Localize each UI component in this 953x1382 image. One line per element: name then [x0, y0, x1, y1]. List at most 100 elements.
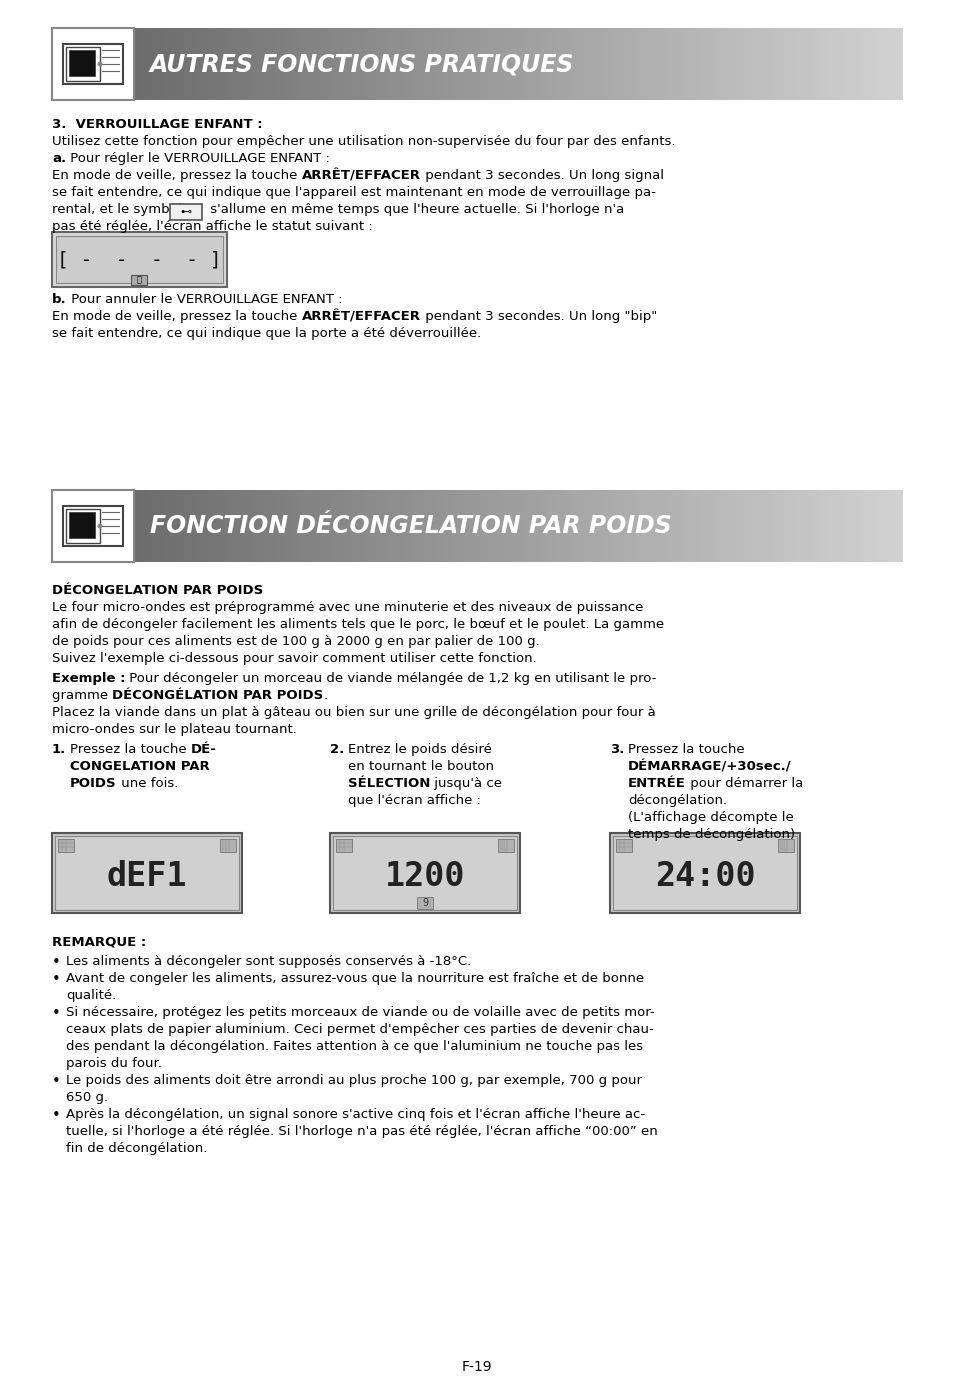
- Bar: [740, 28, 743, 100]
- Text: Pressez la touche: Pressez la touche: [70, 744, 191, 756]
- Bar: [479, 28, 482, 100]
- Bar: [471, 28, 475, 100]
- Bar: [337, 28, 341, 100]
- Bar: [629, 28, 633, 100]
- Bar: [330, 28, 333, 100]
- Bar: [442, 491, 446, 562]
- Bar: [267, 28, 271, 100]
- Bar: [482, 491, 485, 562]
- Bar: [273, 28, 276, 100]
- Bar: [553, 28, 557, 100]
- Bar: [216, 28, 219, 100]
- Text: Entrez le poids désiré: Entrez le poids désiré: [348, 744, 492, 756]
- Bar: [821, 491, 825, 562]
- Bar: [301, 28, 304, 100]
- Bar: [737, 28, 740, 100]
- Bar: [709, 491, 712, 562]
- Bar: [327, 491, 330, 562]
- Text: CONGELATION PAR: CONGELATION PAR: [70, 760, 210, 773]
- Bar: [423, 491, 426, 562]
- Bar: [445, 491, 449, 562]
- Bar: [117, 491, 120, 562]
- Bar: [179, 28, 183, 100]
- Bar: [517, 28, 519, 100]
- Bar: [143, 491, 146, 562]
- Bar: [876, 28, 879, 100]
- Bar: [590, 491, 593, 562]
- Bar: [255, 28, 259, 100]
- Bar: [156, 28, 160, 100]
- Bar: [380, 28, 384, 100]
- Bar: [153, 491, 157, 562]
- Bar: [346, 28, 350, 100]
- Bar: [774, 28, 777, 100]
- Bar: [638, 491, 641, 562]
- Bar: [578, 28, 581, 100]
- Bar: [593, 491, 596, 562]
- Bar: [768, 491, 771, 562]
- Bar: [465, 28, 469, 100]
- Bar: [253, 28, 256, 100]
- Bar: [448, 491, 452, 562]
- Bar: [213, 491, 216, 562]
- Bar: [807, 491, 811, 562]
- Bar: [836, 28, 840, 100]
- Bar: [768, 28, 771, 100]
- Bar: [488, 491, 491, 562]
- Bar: [270, 28, 274, 100]
- Text: se fait entendre, ce qui indique que l'appareil est maintenant en mode de verrou: se fait entendre, ce qui indique que l'a…: [52, 187, 656, 199]
- Bar: [340, 28, 344, 100]
- Text: temps de décongélation): temps de décongélation): [627, 828, 794, 842]
- Bar: [839, 28, 842, 100]
- Bar: [824, 28, 828, 100]
- Circle shape: [97, 62, 102, 66]
- Text: 3.  VERROUILLAGE ENFANT :: 3. VERROUILLAGE ENFANT :: [52, 117, 262, 131]
- Bar: [196, 28, 199, 100]
- Bar: [377, 28, 381, 100]
- Bar: [666, 28, 669, 100]
- Bar: [310, 491, 313, 562]
- Bar: [120, 28, 123, 100]
- Text: AUTRES FONCTIONS PRATIQUES: AUTRES FONCTIONS PRATIQUES: [150, 53, 574, 76]
- Bar: [819, 28, 822, 100]
- Bar: [377, 491, 381, 562]
- Bar: [494, 491, 497, 562]
- Bar: [675, 28, 678, 100]
- Bar: [91, 491, 95, 562]
- Bar: [850, 28, 854, 100]
- Bar: [241, 491, 245, 562]
- Bar: [596, 28, 598, 100]
- Bar: [669, 491, 672, 562]
- Bar: [561, 28, 565, 100]
- Text: Avant de congeler les aliments, assurez-vous que la nourriture est fraîche et de: Avant de congeler les aliments, assurez-…: [66, 972, 643, 985]
- Bar: [236, 491, 239, 562]
- Bar: [261, 491, 265, 562]
- Bar: [533, 28, 537, 100]
- Bar: [816, 491, 820, 562]
- Bar: [193, 491, 196, 562]
- Bar: [714, 28, 718, 100]
- Bar: [191, 491, 194, 562]
- Bar: [717, 491, 720, 562]
- Bar: [570, 28, 574, 100]
- Text: Placez la viande dans un plat à gâteau ou bien sur une grille de décongélation p: Placez la viande dans un plat à gâteau o…: [52, 706, 655, 719]
- Bar: [524, 28, 528, 100]
- Bar: [264, 28, 268, 100]
- Bar: [536, 28, 539, 100]
- Text: En mode de veille, pressez la touche: En mode de veille, pressez la touche: [52, 310, 301, 323]
- Text: DÉ-: DÉ-: [191, 744, 216, 756]
- Bar: [646, 491, 650, 562]
- Bar: [805, 28, 808, 100]
- Bar: [459, 491, 463, 562]
- Bar: [748, 491, 752, 562]
- Bar: [176, 28, 180, 100]
- Bar: [148, 28, 152, 100]
- Bar: [454, 491, 457, 562]
- Text: ARRÊT/EFFACER: ARRÊT/EFFACER: [301, 169, 420, 182]
- Bar: [395, 28, 397, 100]
- Bar: [448, 28, 452, 100]
- Bar: [66, 28, 70, 100]
- Bar: [581, 28, 584, 100]
- Bar: [56, 236, 223, 283]
- Bar: [134, 491, 137, 562]
